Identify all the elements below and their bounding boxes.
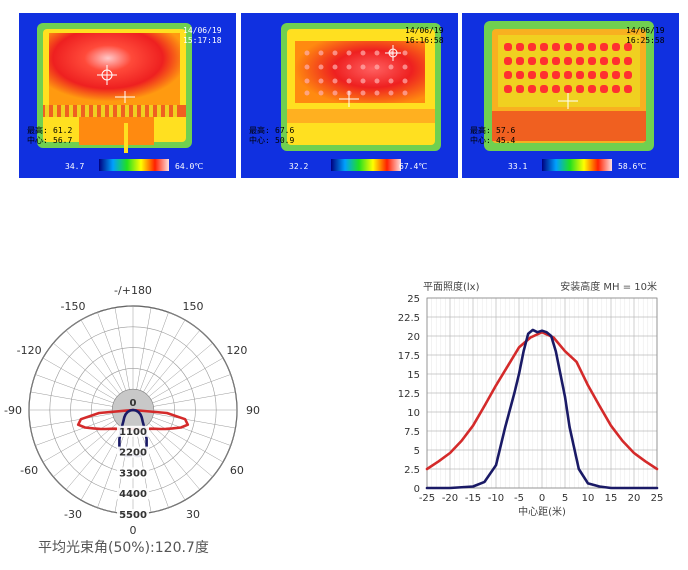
y-tick-label: 10 xyxy=(407,408,420,419)
thermal-image-2: 14/06/19 16:16:58 最高: 67.6 中心: 50.9 32.2… xyxy=(241,13,458,178)
max-value-1: 61.2 xyxy=(53,126,72,135)
center-value-3: 45.4 xyxy=(496,136,515,145)
max-label-2: 最高: xyxy=(249,125,270,135)
x-tick-label: 15 xyxy=(605,493,618,504)
time-3: 16:25:58 xyxy=(626,36,665,45)
y-tick-label: 7.5 xyxy=(404,427,420,438)
polar-chart: -/+180 -150 150 -120 120 -90 90 -60 60 -30 30 0 0 110… xyxy=(4,284,260,537)
polar-angle-label: -/+180 xyxy=(114,284,152,297)
series-line-2 xyxy=(425,328,659,490)
plot-frame xyxy=(426,297,658,489)
polar-radial-label-bg xyxy=(117,425,149,437)
max-value-3: 57.6 xyxy=(496,126,515,135)
thermal-image-1: 14/06/19 15:17:18 最高: 61.2 中心: 56.7 34.7… xyxy=(19,13,236,178)
max-label-3: 最高: xyxy=(470,125,491,135)
polar-angle-label: -30 xyxy=(64,508,82,521)
scale-min-1: 34.7 xyxy=(65,162,84,171)
time-1: 15:17:18 xyxy=(183,36,222,45)
center-label-2: 中心: xyxy=(249,135,270,145)
illuminance-chart: 平面照度(lx) 安装高度 MH = 10米 -25 -20 -15 -10 -5 0 5 10 1… xyxy=(398,280,664,518)
polar-angle-label: 120 xyxy=(226,344,247,357)
date-1: 14/06/19 xyxy=(183,26,222,35)
max-label-1: 最高: xyxy=(27,125,48,135)
y-tick-label: 5 xyxy=(414,446,420,457)
polar-angle-label: 150 xyxy=(183,300,204,313)
polar-angle-label: -150 xyxy=(61,300,86,313)
x-tick-label: 0 xyxy=(539,493,545,504)
polar-angle-label: -120 xyxy=(17,344,42,357)
polar-radial-label-bg xyxy=(117,467,149,479)
x-axis-label: 中心距(米) xyxy=(518,505,566,518)
y-tick-label: 22.5 xyxy=(398,313,420,324)
polar-radial-label: 1100 xyxy=(119,427,147,438)
center-value-2: 50.9 xyxy=(275,136,294,145)
chart-title: 平面照度(lx) xyxy=(423,280,480,293)
polar-radial-label: 3300 xyxy=(119,468,147,479)
series-line-1 xyxy=(425,330,659,471)
x-tick-label: -20 xyxy=(442,493,458,504)
chart-subtitle: 安装高度 MH = 10米 xyxy=(560,280,657,293)
center-label-3: 中心: xyxy=(470,135,491,145)
x-tick-label: -5 xyxy=(514,493,524,504)
max-value-2: 67.6 xyxy=(275,126,294,135)
center-label-1: 中心: xyxy=(27,135,48,145)
x-tick-label: -25 xyxy=(419,493,435,504)
polar-caption: 平均光束角(50%):120.7度 xyxy=(38,540,209,556)
y-tick-label: 0 xyxy=(414,484,420,495)
polar-radial-label: 4400 xyxy=(119,489,147,500)
y-tick-label: 12.5 xyxy=(398,389,420,400)
polar-angle-label: -60 xyxy=(20,464,38,477)
date-2: 14/06/19 xyxy=(405,26,444,35)
x-tick-label: 5 xyxy=(562,493,568,504)
x-tick-label: 20 xyxy=(628,493,641,504)
polar-radial-label: 5500 xyxy=(119,510,147,521)
time-2: 16:16:58 xyxy=(405,36,444,45)
polar-angle-label: 90 xyxy=(246,404,260,417)
y-tick-label: 25 xyxy=(407,294,420,305)
polar-angle-label: -90 xyxy=(4,404,22,417)
polar-angle-label: 60 xyxy=(230,464,244,477)
polar-angle-label: 30 xyxy=(186,508,200,521)
polar-radial-label-bg xyxy=(117,509,149,520)
y-tick-label: 17.5 xyxy=(398,351,420,362)
thermal-image-3: 14/06/19 16:25:58 最高: 57.6 中心: 45.4 33.1… xyxy=(462,13,679,178)
polar-angle-label: 0 xyxy=(130,524,137,537)
y-tick-label: 20 xyxy=(407,332,420,343)
center-value-1: 56.7 xyxy=(53,136,72,145)
x-tick-label: 10 xyxy=(582,493,595,504)
polar-radial-label: 2200 xyxy=(119,448,147,459)
polar-radial-label-bg xyxy=(117,446,149,458)
x-tick-label: 25 xyxy=(651,493,664,504)
scale-min-2: 32.2 xyxy=(289,162,308,171)
scale-max-3: 58.6℃ xyxy=(618,162,646,171)
date-3: 14/06/19 xyxy=(626,26,665,35)
x-tick-label: -10 xyxy=(488,493,504,504)
y-tick-label: 2.5 xyxy=(404,465,420,476)
polar-radial-label: 0 xyxy=(130,398,137,409)
scale-min-3: 33.1 xyxy=(508,162,527,171)
scale-max-1: 64.0℃ xyxy=(175,162,203,171)
x-tick-label: -15 xyxy=(465,493,481,504)
y-tick-label: 15 xyxy=(407,370,420,381)
scale-max-2: 67.4℃ xyxy=(399,162,427,171)
polar-radial-label-bg xyxy=(117,488,149,500)
